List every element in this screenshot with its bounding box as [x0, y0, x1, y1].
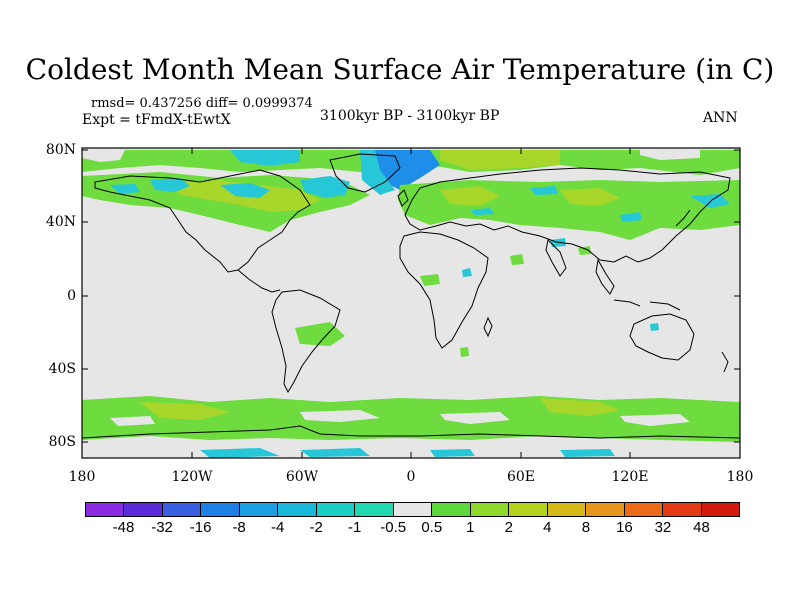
colorbar-label: -8	[232, 519, 246, 536]
y-tick-label: 40N	[45, 214, 76, 230]
colorbar-label: -2	[309, 519, 323, 536]
colorbar-swatch	[124, 503, 163, 516]
season-label: ANN	[703, 110, 738, 126]
colorbar-label: 2	[504, 519, 513, 536]
northern-midlat-anomaly-fields	[82, 172, 740, 255]
colorbar-label: -48	[112, 519, 135, 536]
x-tick-label: 120E	[611, 469, 649, 485]
colorbar-swatch	[624, 503, 664, 516]
colorbar-label: 4	[543, 519, 552, 536]
x-tick-label: 0	[406, 469, 416, 485]
colorbar-swatch	[393, 503, 433, 516]
colorbar-swatch	[509, 503, 548, 516]
southern-anomaly-fields	[82, 396, 740, 458]
colorbar-swatch	[86, 503, 125, 516]
colorbar-swatch	[432, 503, 471, 516]
colorbar-swatch	[547, 503, 587, 516]
colorbar-label: -16	[189, 519, 212, 536]
stats-label: rmsd= 0.437256 diff= 0.0999374	[91, 96, 313, 111]
x-tick-label: 60E	[506, 469, 536, 485]
colorbar-label: -32	[151, 519, 173, 536]
colorbar-swatch	[355, 503, 394, 516]
colorbar-swatch	[162, 503, 202, 516]
colorbar-label: 16	[616, 519, 633, 536]
x-tick-label: 60W	[285, 469, 319, 485]
colorbar-swatch	[278, 503, 317, 516]
colorbar-label: 48	[693, 519, 710, 536]
y-tick-label: 80S	[48, 434, 76, 450]
chart-title: Coldest Month Mean Surface Air Temperatu…	[25, 53, 775, 86]
experiment-label: Expt = tFmdX-tEwtX	[82, 112, 231, 128]
axis-ticks	[82, 148, 740, 458]
coastlines	[81, 153, 741, 439]
x-tick-label: 120W	[171, 469, 213, 485]
colorbar-label: 1	[466, 519, 475, 536]
colorbar-swatch	[201, 503, 240, 516]
colorbar-label: 8	[581, 519, 591, 536]
period-label: 3100kyr BP - 3100kyr BP	[320, 108, 500, 124]
colorbar-swatch	[239, 503, 279, 516]
colorbar-label: -0.5	[380, 519, 407, 536]
colorbar-swatch	[663, 503, 702, 516]
colorbar-swatch	[586, 503, 625, 516]
colorbar-swatch	[316, 503, 356, 516]
colorbar-label: 32	[654, 519, 672, 536]
colorbar-label: 0.5	[421, 519, 443, 536]
arctic-anomaly-fields	[82, 150, 740, 195]
y-tick-label: 40S	[48, 361, 76, 377]
y-tick-label: 0	[67, 288, 76, 304]
y-tick-label: 80N	[45, 142, 76, 158]
colorbar-swatch	[470, 503, 510, 516]
colorbar-label: -1	[348, 519, 362, 536]
x-tick-label: 180	[68, 469, 96, 485]
colorbar-swatch	[701, 503, 739, 516]
colorbar-label: -4	[270, 519, 285, 536]
x-tick-label: 180	[726, 469, 754, 485]
colorbar	[85, 502, 740, 517]
